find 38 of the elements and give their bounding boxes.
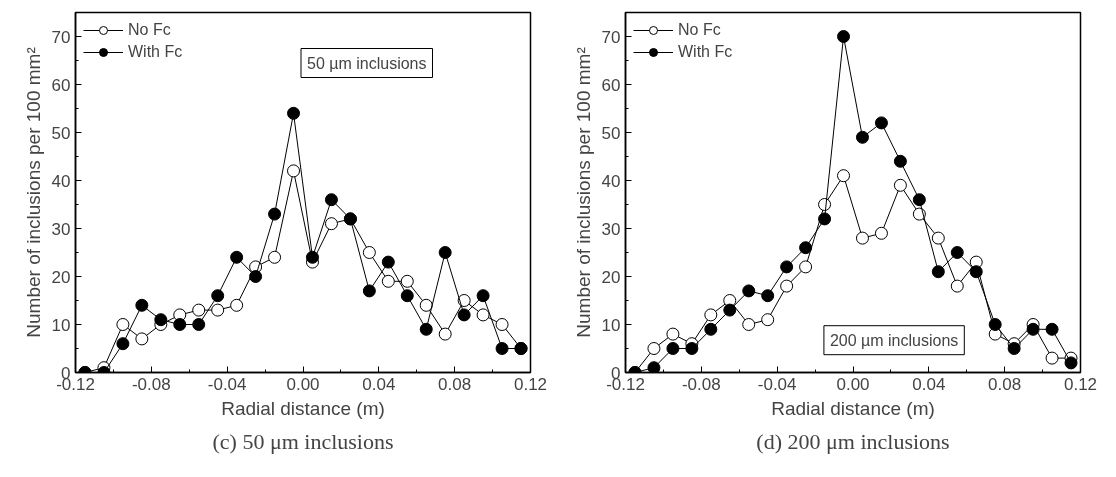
annotation: 50 µm inclusions: [307, 54, 427, 72]
y-tick-label: 60: [51, 75, 71, 95]
annotation: 200 µm inclusions: [829, 331, 959, 349]
y-tick-label: 30: [601, 219, 621, 239]
y-tick-label: 10: [51, 315, 71, 335]
y-axis-title: Number of inclusions per 100 mm²: [22, 47, 44, 338]
text: (d) 200 μm inclusions: [756, 428, 950, 454]
legend-label: No Fc: [678, 20, 721, 40]
y-tick-label: 50: [51, 123, 71, 143]
x-tick-label: 0.12: [513, 374, 548, 394]
x-tick-label: -0.08: [681, 374, 721, 394]
x-tick-label: 0.08: [988, 374, 1022, 394]
y-tick-label: 10: [601, 315, 621, 335]
x-tick-label: 0.08: [438, 374, 472, 394]
legend-label: No Fc: [128, 20, 171, 40]
y-tick-label: 30: [51, 219, 71, 239]
x-tick-label: -0.08: [131, 374, 171, 394]
x-tick-label: 0.04: [362, 374, 396, 394]
x-axis-title: Radial distance (m): [221, 397, 385, 419]
y-axis-title: Number of inclusions per 100 mm²: [572, 47, 594, 338]
y-tick-label: 60: [601, 75, 621, 95]
x-axis-title: Radial distance (m): [771, 397, 935, 419]
y-tick-label: 20: [51, 267, 71, 287]
y-tick-label: 50: [601, 123, 621, 143]
x-tick-label: 0.00: [286, 374, 320, 394]
y-tick-label: 70: [51, 27, 71, 47]
x-tick-label: -0.04: [207, 374, 247, 394]
legend-label: With Fc: [678, 42, 733, 62]
y-tick-label: 40: [51, 171, 71, 191]
y-tick-label: 70: [601, 27, 621, 47]
legend-label: With Fc: [128, 42, 183, 62]
y-tick-label: 20: [601, 267, 621, 287]
x-tick-label: -0.04: [757, 374, 797, 394]
x-tick-label: 0.00: [836, 374, 870, 394]
x-tick-label: 0.12: [1063, 374, 1098, 394]
x-tick-label: 0.04: [912, 374, 946, 394]
y-tick-label: 40: [601, 171, 621, 191]
text: (c) 50 μm inclusions: [212, 428, 394, 454]
